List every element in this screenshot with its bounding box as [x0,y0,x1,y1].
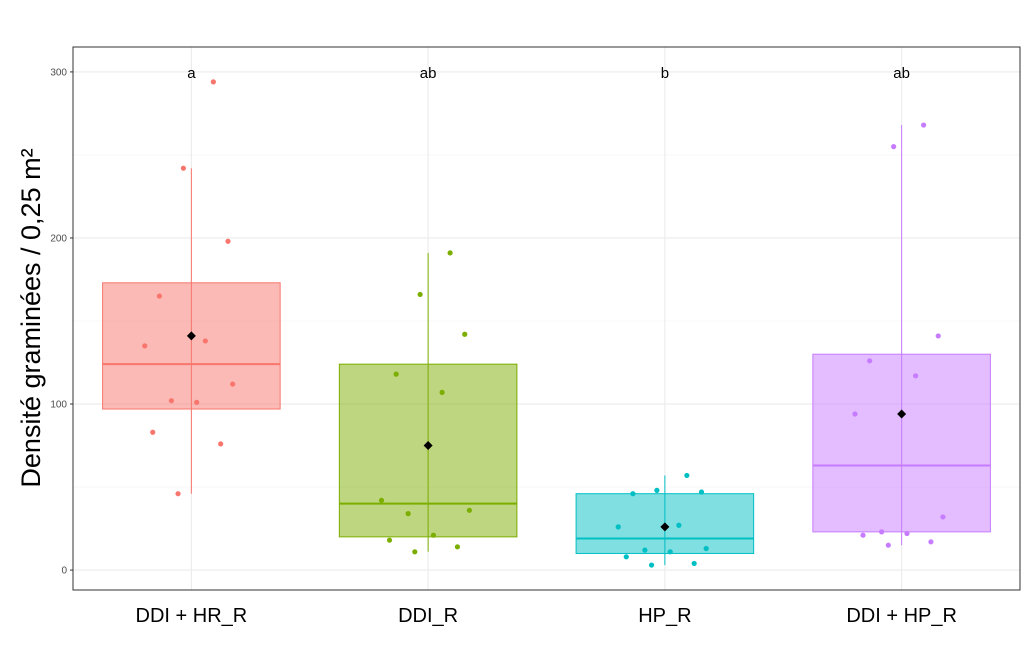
data-point [623,554,629,560]
data-point [194,399,200,405]
data-point [393,371,399,377]
data-point [676,522,682,528]
mean-marker [660,522,670,532]
data-point [210,79,216,85]
data-point [940,514,946,520]
box-iqr [102,282,281,410]
box-iqr [338,363,518,538]
data-point [230,381,236,387]
data-point [698,489,705,495]
significance-letter: ab [420,65,437,82]
data-point [904,530,910,537]
y-tick-label: 100 [50,400,67,411]
data-point [879,529,885,535]
boxes [102,125,991,566]
mean-marker [186,331,196,341]
data-point [168,398,174,404]
data-point [412,549,418,555]
data-point [417,291,423,298]
category-labels: DDI + HR_R DDI_R HP_R DDI + HP_R [136,605,957,627]
data-point [860,532,866,538]
data-point [378,497,385,503]
data-point [466,507,473,513]
y-tick-label: 200 [50,233,67,244]
y-tick-label: 300 [50,67,67,78]
data-points [142,79,946,568]
data-point [920,122,927,128]
data-point [430,532,437,538]
mean-marker [897,409,907,419]
data-point [654,487,660,493]
mean-marker [423,441,433,451]
data-point [630,491,636,497]
y-axis-ticks: 0 100 200 300 [50,67,73,577]
data-point [150,429,156,435]
data-point [935,333,941,339]
data-point [142,343,148,349]
data-point [684,472,690,479]
category-label: DDI + HR_R [136,605,248,627]
data-point [202,338,208,344]
significance-letter: ab [893,65,910,82]
category-label: HP_R [638,605,691,627]
box-iqr [812,353,991,533]
data-point [447,250,453,256]
data-point [615,524,621,530]
data-point [852,411,858,417]
data-point [156,293,163,299]
y-axis-label: Densité graminées / 0,25 m² [16,148,46,487]
significance-letter: b [661,65,669,82]
data-point [885,542,891,548]
data-point [175,491,181,497]
significance-letters: a ab b ab [187,65,910,82]
data-point [703,545,709,552]
data-point [386,537,393,543]
category-label: DDI_R [398,605,458,627]
data-point [642,547,648,553]
data-point [180,165,186,171]
data-point [667,549,673,555]
data-point [218,441,224,447]
data-point [225,238,231,244]
data-point [462,331,468,337]
significance-letter: a [187,65,196,82]
data-point [691,560,697,567]
data-point [891,144,897,150]
data-point [648,562,655,568]
data-point [928,539,934,545]
plot-panel-border [72,46,1021,591]
data-point [867,358,873,364]
data-point [454,544,461,550]
category-label: DDI + HP_R [846,605,957,627]
data-point [405,511,411,517]
y-tick-label: 0 [61,566,67,577]
data-point [913,373,919,379]
data-point [439,389,445,395]
